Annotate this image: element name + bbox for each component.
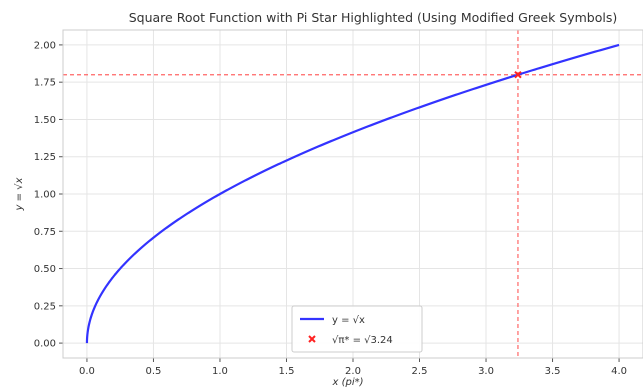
y-axis-label: y = √x [14, 177, 25, 211]
x-tick-label: 3.5 [545, 366, 561, 377]
chart-title: Square Root Function with Pi Star Highli… [129, 10, 618, 25]
legend-marker-x [308, 335, 316, 343]
y-tick-label: 1.00 [34, 190, 56, 201]
legend-entry-curve: y = √x [332, 315, 365, 326]
legend-box [291, 305, 423, 353]
plot-border [62, 29, 643, 359]
data-point-pi-star [514, 71, 522, 79]
y-axis-ticks: 0.00 0.25 0.50 0.75 1.00 1.25 1.50 1.75 2.00 [34, 40, 63, 350]
marker-stroke [514, 71, 522, 79]
y-tick-label: 0.25 [34, 301, 56, 312]
legend-entry-point: √π* = √3.24 [332, 335, 393, 346]
y-tick-label: 1.75 [34, 78, 56, 89]
reference-lines [63, 30, 643, 358]
x-tick-label: 3.0 [478, 366, 494, 377]
x-tick-label: 0.5 [146, 366, 162, 377]
legend-marker-swatch [308, 335, 316, 343]
series-line-sqrt [85, 43, 620, 344]
y-tick-label: 1.25 [34, 152, 56, 163]
y-tick-label: 2.00 [34, 40, 56, 51]
y-tick-label: 0.75 [34, 227, 56, 238]
x-axis-ticks: 0.0 0.5 1.0 1.5 2.0 2.5 3.0 3.5 4.0 [79, 358, 627, 377]
x-axis-label: x (pi*) [331, 377, 363, 387]
marker-stroke [308, 335, 316, 343]
series-layer [85, 43, 620, 344]
y-tick-label: 0.50 [34, 264, 56, 275]
y-tick-label: 0.00 [34, 339, 56, 350]
legend: y = √x √π* = √3.24 [291, 305, 423, 353]
x-tick-label: 1.5 [279, 366, 295, 377]
x-tick-label: 1.0 [212, 366, 228, 377]
x-tick-label: 2.0 [345, 366, 361, 377]
y-tick-label: 1.50 [34, 115, 56, 126]
x-tick-label: 4.0 [611, 366, 627, 377]
x-tick-label: 0.0 [79, 366, 95, 377]
x-tick-label: 2.5 [412, 366, 428, 377]
